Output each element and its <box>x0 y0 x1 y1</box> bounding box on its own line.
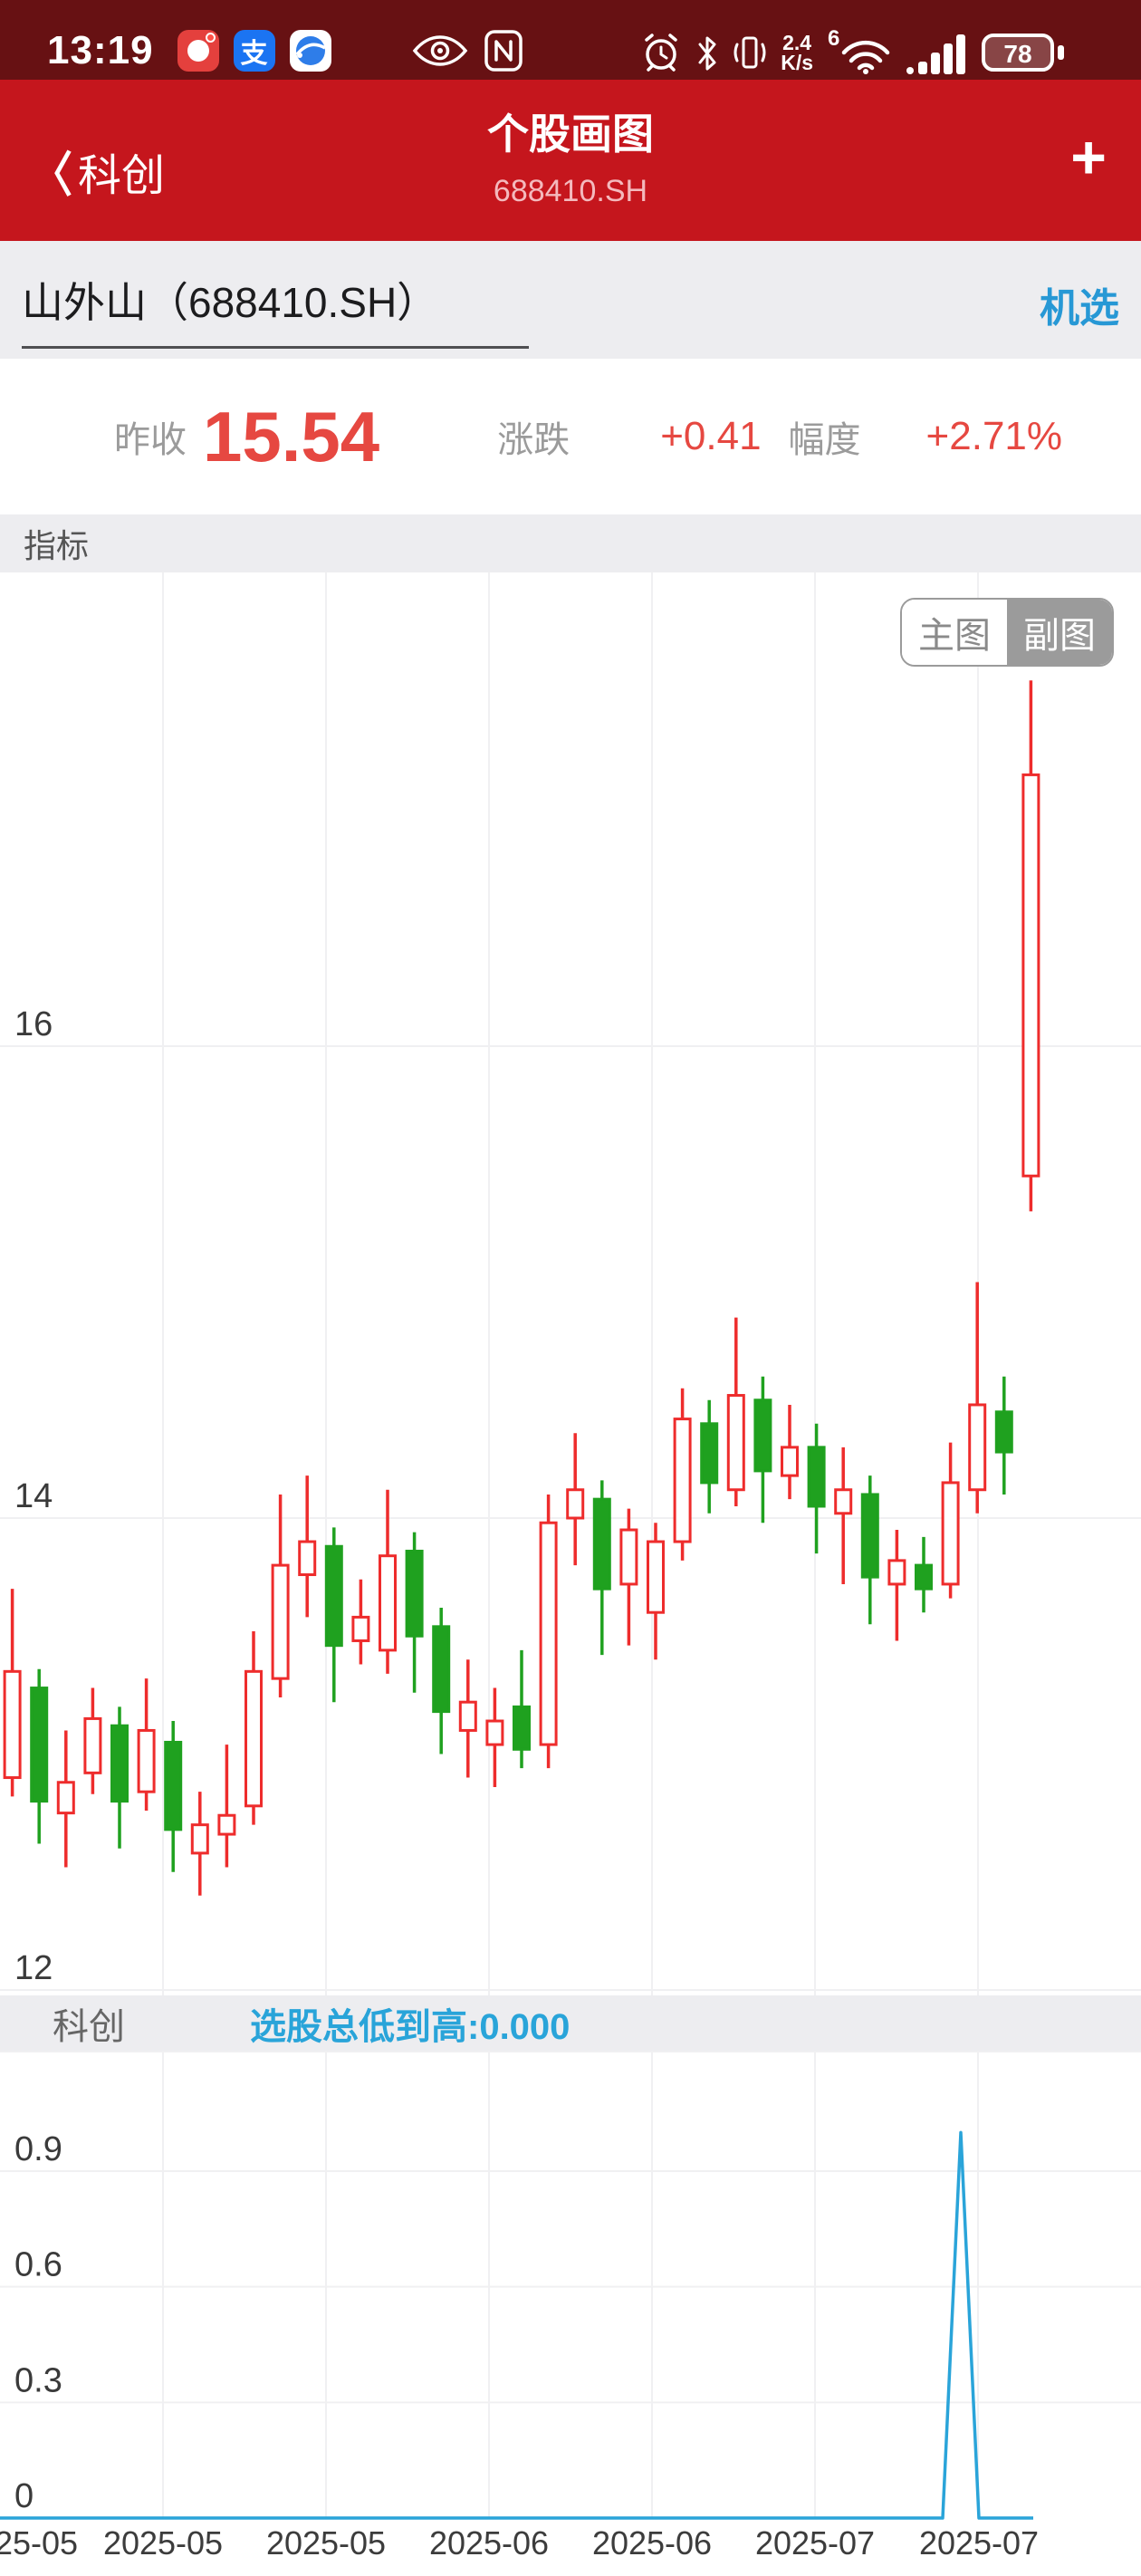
svg-text:2025-05: 2025-05 <box>0 2524 78 2562</box>
svg-text:2025-07: 2025-07 <box>755 2524 875 2562</box>
indicator-band-label: 指标 <box>24 527 90 564</box>
page-title: 个股画图 <box>487 111 654 158</box>
red-app-glyph <box>187 40 209 62</box>
notification-dot <box>205 33 216 43</box>
red-app-icon <box>177 30 219 72</box>
eye-icon <box>412 35 467 66</box>
clock: 13:19 <box>47 28 154 72</box>
indicator-line-chart[interactable]: 0.9 0.6 0.3 0 2025-05 2025-05 2025-05 2025-06 20… <box>0 2051 1141 2576</box>
svg-text:12: 12 <box>14 1949 53 1987</box>
signal-bars-icon <box>906 34 965 74</box>
wifi-generation: 6 <box>828 26 839 51</box>
chevron-left-icon: 〈 <box>31 147 72 202</box>
svg-text:2025-05: 2025-05 <box>103 2524 223 2562</box>
svg-text:16: 16 <box>14 1005 53 1043</box>
stock-name-field[interactable]: 山外山（688410.SH） <box>22 270 529 349</box>
chart-toggle: 主图 副图 <box>900 598 1114 667</box>
change-value: +0.41 <box>660 414 762 458</box>
battery-level: 78 <box>1003 40 1031 68</box>
svg-text:0: 0 <box>14 2477 34 2515</box>
alipay-app-icon: 支 <box>233 30 275 72</box>
svg-text:2025-06: 2025-06 <box>429 2524 549 2562</box>
network-speed-value: 2.4 <box>782 31 812 54</box>
globe-icon <box>295 36 326 65</box>
indicator-value-link[interactable]: 选股总低到高:0.000 <box>250 2006 570 2047</box>
wifi-icon: 6 <box>828 26 890 74</box>
amplitude-label: 幅度 <box>788 420 861 460</box>
battery-icon: 78 <box>982 34 1064 72</box>
header-titles: 个股画图 688410.SH <box>0 80 1141 209</box>
prev-close-label: 昨收 <box>114 420 187 460</box>
svg-text:0.6: 0.6 <box>14 2246 62 2284</box>
network-speed: 2.4 K/s <box>781 33 813 74</box>
status-bar: 13:19 支 <box>0 0 1141 80</box>
candlestick-chart[interactable]: 16 14 12 主图 副图 <box>0 572 1141 1995</box>
stock-code-subtitle: 688410.SH <box>493 174 648 208</box>
svg-text:2025-06: 2025-06 <box>592 2524 712 2562</box>
network-speed-unit: K/s <box>781 51 813 74</box>
sub-indicator-band: 科创 选股总低到高:0.000 <box>0 1995 1141 2051</box>
app-header: 〈 科创 个股画图 688410.SH + <box>0 80 1141 241</box>
alarm-icon <box>645 34 677 72</box>
sub-chart-tab[interactable]: 副图 <box>1007 600 1112 665</box>
browser-app-icon <box>289 30 331 72</box>
svg-text:0.3: 0.3 <box>14 2361 62 2399</box>
quote-row: 昨收 15.54 涨跌 +0.41 幅度 +2.71% <box>0 359 1141 514</box>
change-label: 涨跌 <box>497 420 570 460</box>
add-button[interactable]: + <box>1070 123 1107 192</box>
svg-text:0.9: 0.9 <box>14 2130 62 2168</box>
main-chart-tab[interactable]: 主图 <box>902 600 1007 665</box>
candlestick-svg: 16 14 12 <box>0 572 1141 1995</box>
random-pick-button[interactable]: 机选 <box>1040 286 1119 331</box>
prev-close-value: 15.54 <box>203 396 380 476</box>
back-label: 科创 <box>78 152 166 200</box>
indicator-band: 指标 <box>0 514 1141 572</box>
nfc-icon <box>484 30 523 72</box>
svg-text:14: 14 <box>14 1477 53 1515</box>
stock-bar: 山外山（688410.SH） 机选 <box>0 241 1141 359</box>
back-button[interactable]: 〈 科创 <box>31 139 165 203</box>
bluetooth-icon <box>698 36 716 71</box>
amplitude-value: +2.71% <box>925 414 1063 458</box>
svg-text:2025-05: 2025-05 <box>266 2524 386 2562</box>
board-tag: 科创 <box>53 2006 125 2047</box>
vibrate-icon <box>734 36 766 69</box>
svg-text:2025-07: 2025-07 <box>919 2524 1039 2562</box>
line-chart-svg: 0.9 0.6 0.3 0 2025-05 2025-05 2025-05 2025-06 20… <box>0 2051 1141 2562</box>
